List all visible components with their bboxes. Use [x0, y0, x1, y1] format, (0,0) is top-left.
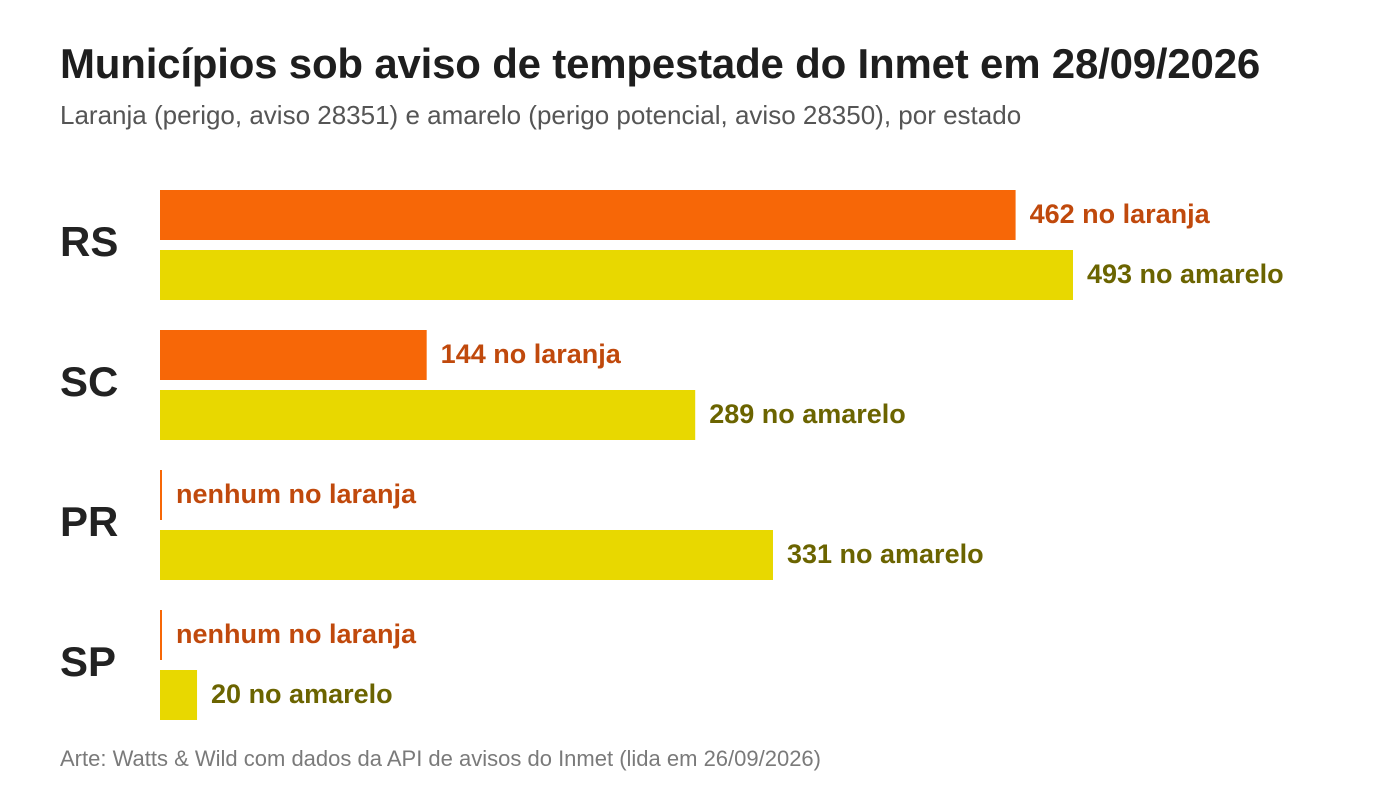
- data-label-pr-laranja: nenhum no laranja: [176, 479, 417, 509]
- data-label-rs-amarelo: 493 no amarelo: [1087, 259, 1284, 289]
- data-label-sp-laranja: nenhum no laranja: [176, 619, 417, 649]
- bar-rs-amarelo: [160, 250, 1073, 300]
- bar-sc-laranja: [160, 330, 427, 380]
- state-label-pr: PR: [60, 498, 118, 545]
- chart-title: Municípios sob aviso de tempestade do In…: [60, 40, 1261, 87]
- bar-sp-laranja: [160, 610, 162, 660]
- chart-subtitle: Laranja (perigo, aviso 28351) e amarelo …: [60, 100, 1022, 130]
- state-label-rs: RS: [60, 218, 118, 265]
- bar-pr-amarelo: [160, 530, 773, 580]
- data-label-sc-amarelo: 289 no amarelo: [709, 399, 906, 429]
- data-label-rs-laranja: 462 no laranja: [1030, 199, 1211, 229]
- source-note: Arte: Watts & Wild com dados da API de a…: [60, 746, 821, 771]
- data-label-sc-laranja: 144 no laranja: [441, 339, 622, 369]
- bar-sc-amarelo: [160, 390, 696, 440]
- state-label-sp: SP: [60, 638, 116, 685]
- bar-sp-amarelo: [160, 670, 198, 720]
- data-label-sp-amarelo: 20 no amarelo: [211, 679, 393, 709]
- bar-pr-laranja: [160, 470, 162, 520]
- state-label-sc: SC: [60, 358, 118, 405]
- data-label-pr-amarelo: 331 no amarelo: [787, 539, 984, 569]
- bar-rs-laranja: [160, 190, 1016, 240]
